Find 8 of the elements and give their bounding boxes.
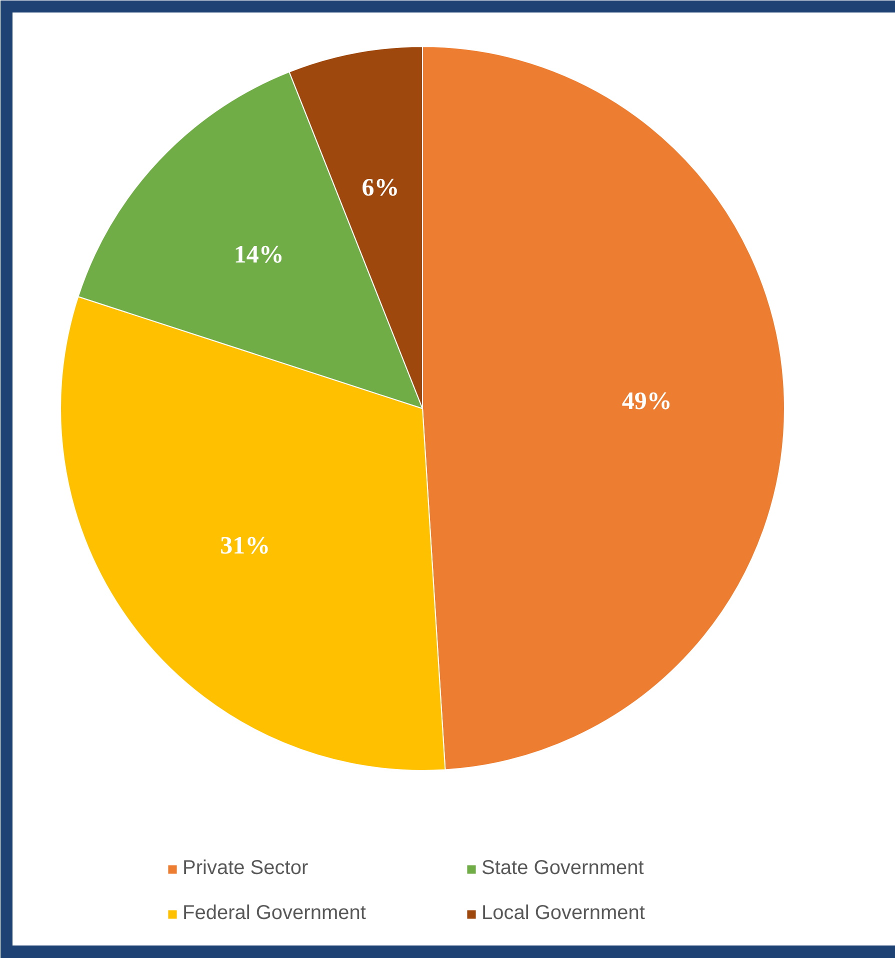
legend-label: State Government xyxy=(482,857,645,880)
data-label: 6% xyxy=(362,174,400,202)
data-label: 49% xyxy=(622,388,672,415)
legend-label: Federal Government xyxy=(182,902,367,925)
legend-label: Private Sector xyxy=(182,857,310,880)
data-label: 14% xyxy=(234,241,284,268)
data-label: 31% xyxy=(220,532,270,560)
legend-label: Local Government xyxy=(482,902,646,925)
